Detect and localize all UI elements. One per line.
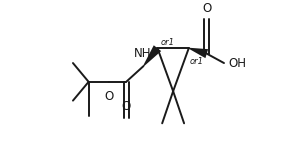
Text: O: O (104, 90, 114, 103)
Text: O: O (122, 100, 131, 113)
Polygon shape (189, 48, 208, 58)
Polygon shape (143, 45, 161, 66)
Text: or1: or1 (189, 57, 203, 66)
Text: or1: or1 (161, 38, 174, 47)
Text: OH: OH (228, 57, 246, 70)
Text: NH: NH (134, 47, 151, 60)
Text: O: O (202, 2, 211, 15)
